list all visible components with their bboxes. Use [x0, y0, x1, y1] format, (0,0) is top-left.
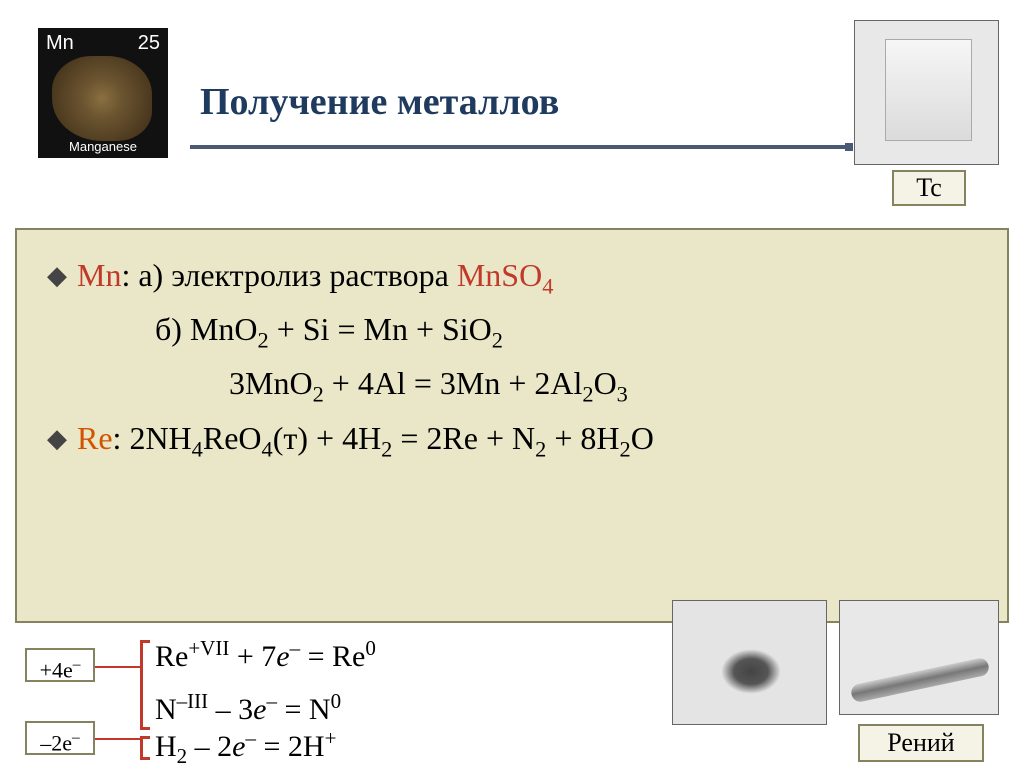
bracket-top — [140, 640, 150, 730]
bullet-icon: ◆ — [47, 423, 67, 453]
re-label: Re — [77, 420, 113, 456]
powder-image — [672, 600, 827, 725]
mn-element-tile: Mn 25 Manganese — [38, 28, 168, 158]
mn-sample-image — [52, 56, 152, 141]
bracket-arm-bottom — [95, 738, 140, 740]
mn-line-b: б) MnO2 + Si = Mn + SiO2 — [155, 304, 977, 358]
slide-title: Получение металлов — [200, 80, 559, 124]
mn-line-a: ◆ Mn: а) электролиз раствора MnSO4 — [47, 250, 977, 304]
tc-sample-image — [854, 20, 999, 165]
bracket-bottom — [140, 736, 150, 760]
mn-a-formula: MnSO4 — [457, 257, 554, 293]
re-line: ◆Re: 2NH4ReO4(т) + 4H2 = 2Re + N2 + 8H2O — [47, 413, 977, 467]
mn-a-text: : а) электролиз раствора — [121, 257, 456, 293]
re-half-reaction: Re+VII + 7e– = Re0 — [155, 632, 376, 681]
electron-box-top: +4e– — [25, 648, 95, 682]
bullet-icon: ◆ — [47, 260, 67, 290]
electron-box-bottom: –2e– — [25, 721, 95, 755]
mn-label: Mn — [77, 257, 121, 293]
mn-name: Manganese — [38, 139, 168, 154]
rhenium-badge: Рений — [858, 724, 984, 762]
title-underline — [190, 145, 845, 149]
mn-symbol: Mn — [46, 32, 74, 55]
mn-line-c: 3MnO2 + 4Al = 3Mn + 2Al2O3 — [229, 358, 977, 412]
h-half-reaction: H2 – 2e– = 2H+ — [155, 726, 336, 769]
bracket-arm-top — [95, 666, 140, 668]
redox-block: Re+VII + 7e– = Re0 N–III – 3e– = N0 — [155, 632, 376, 733]
content-box: ◆ Mn: а) электролиз раствора MnSO4 б) MnO… — [15, 228, 1009, 623]
mn-number: 25 — [138, 32, 160, 55]
rhenium-rod-image — [839, 600, 999, 715]
tc-badge: Tc — [892, 170, 966, 206]
